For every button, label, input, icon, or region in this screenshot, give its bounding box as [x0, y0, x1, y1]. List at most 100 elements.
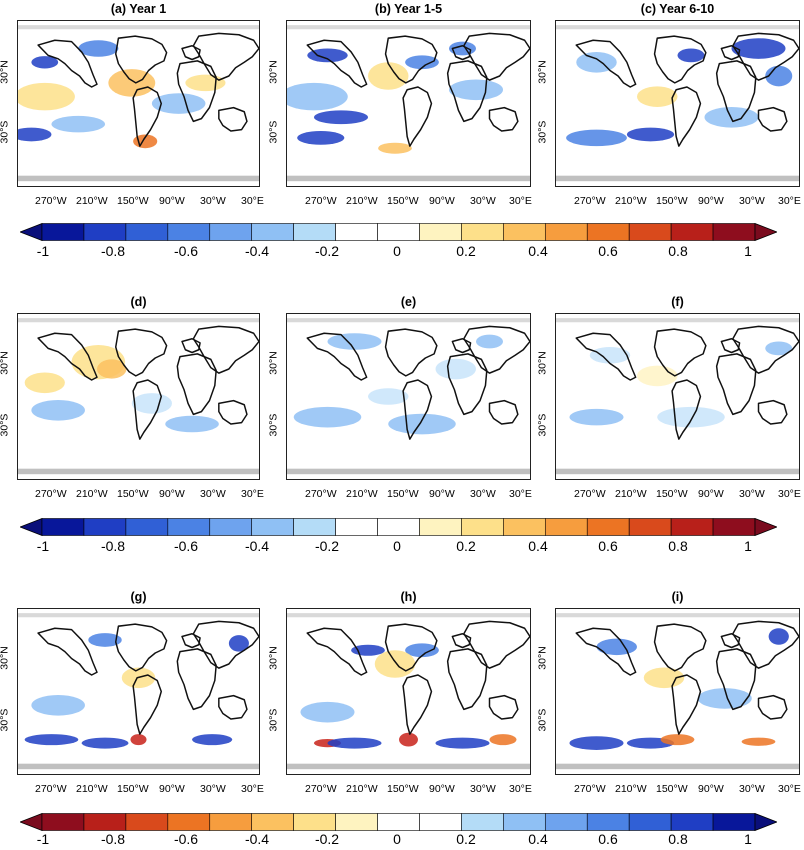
map-field [18, 25, 259, 182]
colorbar-tick: 0.2 [456, 831, 476, 847]
panel-title: (a) Year 1 [110, 2, 167, 16]
lon-label: 30°W [470, 783, 496, 795]
map-field [287, 613, 530, 770]
map-frame [17, 313, 260, 480]
lon-label: 210°W [346, 195, 378, 207]
panel-title: (e) [400, 295, 417, 309]
lon-label: 210°W [76, 783, 108, 795]
lon-label: 150°W [387, 488, 419, 500]
panel-title: (i) [671, 590, 684, 604]
lon-label: 30°E [509, 195, 532, 207]
map-field [556, 318, 799, 475]
lat-label-30n: 30°N [267, 60, 280, 84]
map-field [556, 25, 799, 182]
map-field [18, 613, 259, 770]
colorbar-tick: 0.8 [668, 538, 688, 554]
colorbar-2 [20, 518, 777, 536]
panel-c: (c) Year 6-10 [555, 2, 800, 187]
lat-label-30s: 30°S [0, 413, 11, 437]
lat-label-30s: 30°S [0, 120, 11, 144]
lon-label: 90°W [429, 783, 455, 795]
lon-label: 150°W [117, 783, 149, 795]
lon-label: 270°W [35, 783, 67, 795]
colorbar-tick: -0.2 [314, 831, 340, 847]
lon-label: 30°W [739, 195, 765, 207]
lon-label: 150°W [656, 488, 688, 500]
lon-label: 30°W [200, 488, 226, 500]
lon-label: 150°W [656, 195, 688, 207]
colorbar-tick: -1 [36, 243, 50, 259]
lon-label: 150°W [387, 783, 419, 795]
map-frame [555, 608, 800, 775]
panel-b: (b) Year 1-5 [286, 2, 531, 187]
colorbar-tick: -0.8 [100, 243, 126, 259]
colorbar-tick: 0.4 [528, 831, 548, 847]
lon-label: 30°W [200, 195, 226, 207]
panel-title: (b) Year 1-5 [374, 2, 443, 16]
colorbar-tick: 0.2 [456, 538, 476, 554]
colorbar-tick: 1 [744, 538, 752, 554]
lon-label: 90°W [159, 195, 185, 207]
colorbar-tick: -0.2 [314, 243, 340, 259]
lon-label: 270°W [574, 783, 606, 795]
panel-f: (f) [555, 295, 800, 480]
panel-i: (i) [555, 590, 800, 775]
lon-label: 90°W [159, 783, 185, 795]
lon-label: 210°W [615, 783, 647, 795]
lat-label-30n: 30°N [536, 351, 549, 375]
lon-label: 30°E [241, 488, 264, 500]
lat-label-30s: 30°S [0, 708, 11, 732]
lon-label: 30°W [470, 488, 496, 500]
panel-e: (e) [286, 295, 531, 480]
lon-label: 90°W [698, 195, 724, 207]
colorbar-scale [20, 223, 777, 241]
panel-title: (f) [671, 295, 684, 309]
panel-h: (h) [286, 590, 531, 775]
lat-label-30s: 30°S [267, 708, 280, 732]
colorbar-tick: -0.8 [100, 831, 126, 847]
lat-label-30s: 30°S [267, 413, 280, 437]
colorbar-tick: -1 [36, 831, 50, 847]
colorbar-tick: -0.6 [173, 831, 199, 847]
panel-g: (g) [17, 590, 260, 775]
colorbar-scale [20, 813, 777, 831]
lon-label: 210°W [346, 488, 378, 500]
lat-label-30s: 30°S [536, 413, 549, 437]
colorbar-tick: 0.4 [528, 243, 548, 259]
panel-a: (a) Year 1 [17, 2, 260, 187]
panel-title: (c) Year 6-10 [640, 2, 715, 16]
colorbar-3-ticks: -1 -0.8 -0.6 -0.4 -0.2 0 0.2 0.4 0.6 0.8… [0, 831, 804, 850]
lon-label: 270°W [574, 488, 606, 500]
lat-label-30n: 30°N [536, 646, 549, 670]
colorbar-tick: -0.4 [244, 831, 270, 847]
lon-label: 150°W [656, 783, 688, 795]
lon-label: 150°W [117, 195, 149, 207]
lon-label: 270°W [574, 195, 606, 207]
lat-label-30n: 30°N [267, 351, 280, 375]
map-frame [555, 313, 800, 480]
lon-label: 90°W [429, 488, 455, 500]
lon-label: 270°W [305, 195, 337, 207]
colorbar-tick: -0.4 [244, 538, 270, 554]
lon-label: 210°W [76, 488, 108, 500]
lon-label: 30°E [509, 783, 532, 795]
colorbar-scale [20, 518, 777, 536]
colorbar-tick: 0.8 [668, 243, 688, 259]
map-field [556, 613, 799, 770]
colorbar-tick: -0.6 [173, 243, 199, 259]
map-frame [17, 608, 260, 775]
lon-label: 30°E [241, 195, 264, 207]
colorbar-tick: 1 [744, 243, 752, 259]
colorbar-tick: 0.6 [598, 831, 618, 847]
map-frame [286, 20, 531, 187]
lon-label: 210°W [76, 195, 108, 207]
lon-label: 210°W [346, 783, 378, 795]
lat-label-30s: 30°S [536, 708, 549, 732]
colorbar-tick: 0.6 [598, 243, 618, 259]
colorbar-tick: 0.4 [528, 538, 548, 554]
lat-label-30n: 30°N [536, 60, 549, 84]
colorbar-tick: 0 [393, 243, 401, 259]
lon-label: 30°E [778, 488, 801, 500]
panel-title: (d) [130, 295, 147, 309]
colorbar-tick: 0.6 [598, 538, 618, 554]
